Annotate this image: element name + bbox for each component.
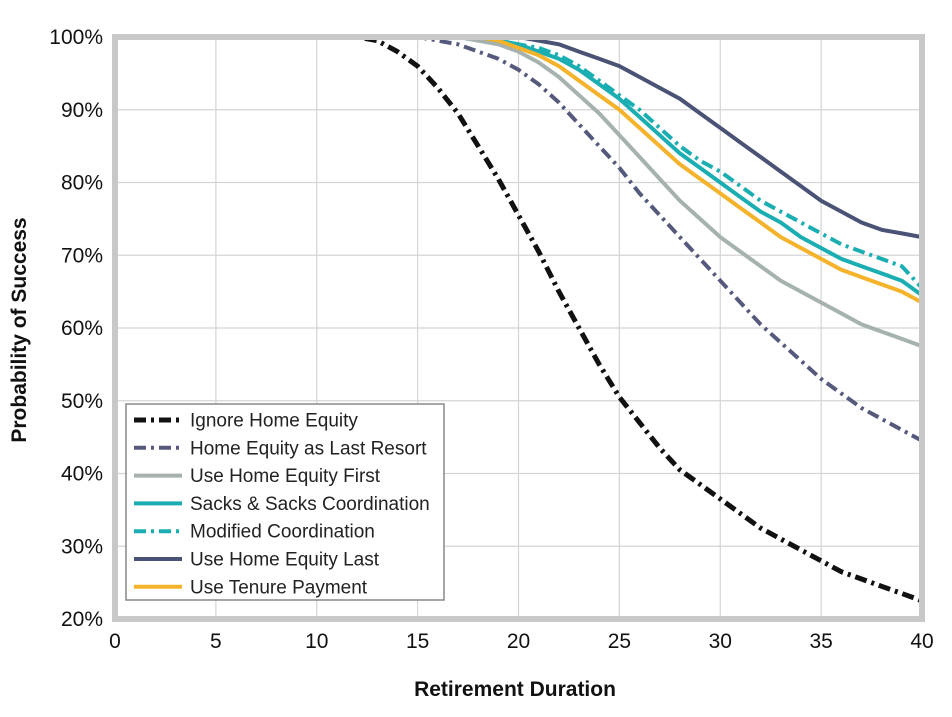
- plot-frame: [112, 34, 925, 622]
- legend-label-0: Ignore Home Equity: [190, 411, 358, 432]
- legend-label-5: Use Home Equity Last: [190, 550, 380, 571]
- series-line-0: [115, 34, 923, 604]
- x-tick-label: 20: [507, 630, 530, 653]
- y-tick-label: 30%: [61, 535, 103, 558]
- y-tick-label: 60%: [61, 317, 103, 340]
- y-tick-label: 20%: [61, 608, 103, 631]
- x-tick-label: 25: [608, 630, 631, 653]
- legend-label-1: Home Equity as Last Resort: [190, 438, 427, 459]
- y-tick-label: 70%: [61, 244, 103, 267]
- legend-label-3: Sacks & Sacks Coordination: [190, 494, 430, 515]
- y-tick-label: 100%: [49, 26, 103, 49]
- x-tick-label: 40: [910, 630, 933, 653]
- legend: Ignore Home Equity Home Equity as Last Re…: [125, 403, 445, 601]
- x-axis-ticks: 0 5 10 15 20 25 30 35 40: [109, 630, 934, 653]
- y-axis-title: Probability of Success: [8, 217, 31, 442]
- x-tick-label: 10: [305, 630, 328, 653]
- y-tick-label: 40%: [61, 463, 103, 486]
- x-tick-label: 5: [210, 630, 222, 653]
- y-tick-label: 80%: [61, 172, 103, 195]
- legend-label-4: Modified Coordination: [190, 522, 375, 543]
- x-axis-title: Retirement Duration: [414, 678, 616, 701]
- legend-label-2: Use Home Equity First: [190, 466, 381, 487]
- legend-label-6: Use Tenure Payment: [190, 577, 368, 598]
- x-tick-label: 15: [406, 630, 429, 653]
- y-tick-label: 50%: [61, 390, 103, 413]
- x-tick-label: 35: [809, 630, 832, 653]
- y-tick-label: 90%: [61, 99, 103, 122]
- x-tick-label: 30: [709, 630, 732, 653]
- x-tick-label: 0: [109, 630, 121, 653]
- y-axis-ticks: 20% 30% 40% 50% 60% 70% 80% 90% 100%: [49, 26, 103, 631]
